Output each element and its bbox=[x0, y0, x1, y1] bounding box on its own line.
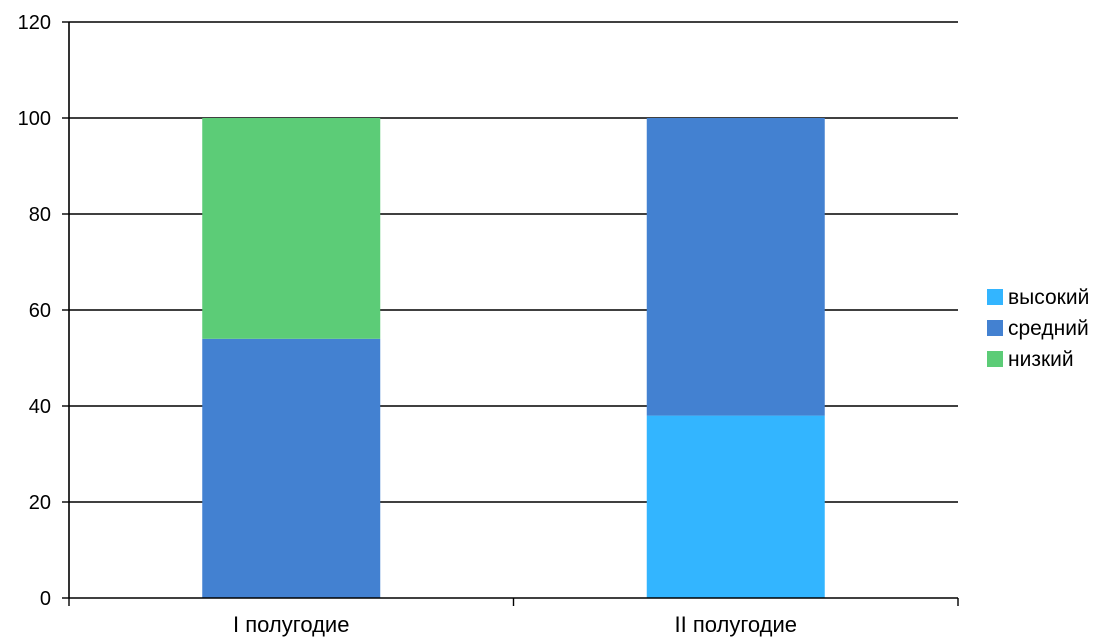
y-tick-label: 60 bbox=[29, 300, 51, 322]
legend: высокий средний низкий bbox=[987, 286, 1089, 371]
category-label: I полугодие bbox=[233, 612, 349, 637]
category-labels: I полугодие II полугодие bbox=[233, 612, 797, 637]
legend-label: высокий bbox=[1008, 286, 1089, 309]
bar-segment-0-2 bbox=[202, 118, 381, 339]
bar-segment-1-1 bbox=[646, 118, 825, 416]
bars bbox=[202, 118, 825, 598]
bar-segment-0-1 bbox=[202, 338, 381, 598]
y-tick-label: 80 bbox=[29, 204, 51, 226]
y-tick-label: 40 bbox=[29, 396, 51, 418]
category-label: II полугодие bbox=[675, 612, 798, 637]
y-tick-label: 0 bbox=[40, 588, 51, 610]
y-tick-label: 120 bbox=[18, 12, 51, 34]
bar-segment-1-0 bbox=[646, 415, 825, 598]
legend-swatch-1 bbox=[987, 320, 1003, 336]
y-tick-label: 100 bbox=[18, 108, 51, 130]
legend-label: низкий bbox=[1008, 348, 1074, 371]
legend-swatch-2 bbox=[987, 351, 1003, 367]
axes bbox=[62, 21, 959, 606]
legend-swatch-0 bbox=[987, 289, 1003, 305]
y-tick-labels: 0 20 40 60 80 100 120 bbox=[18, 12, 51, 610]
y-tick-label: 20 bbox=[29, 492, 51, 514]
legend-label: средний bbox=[1008, 317, 1089, 340]
